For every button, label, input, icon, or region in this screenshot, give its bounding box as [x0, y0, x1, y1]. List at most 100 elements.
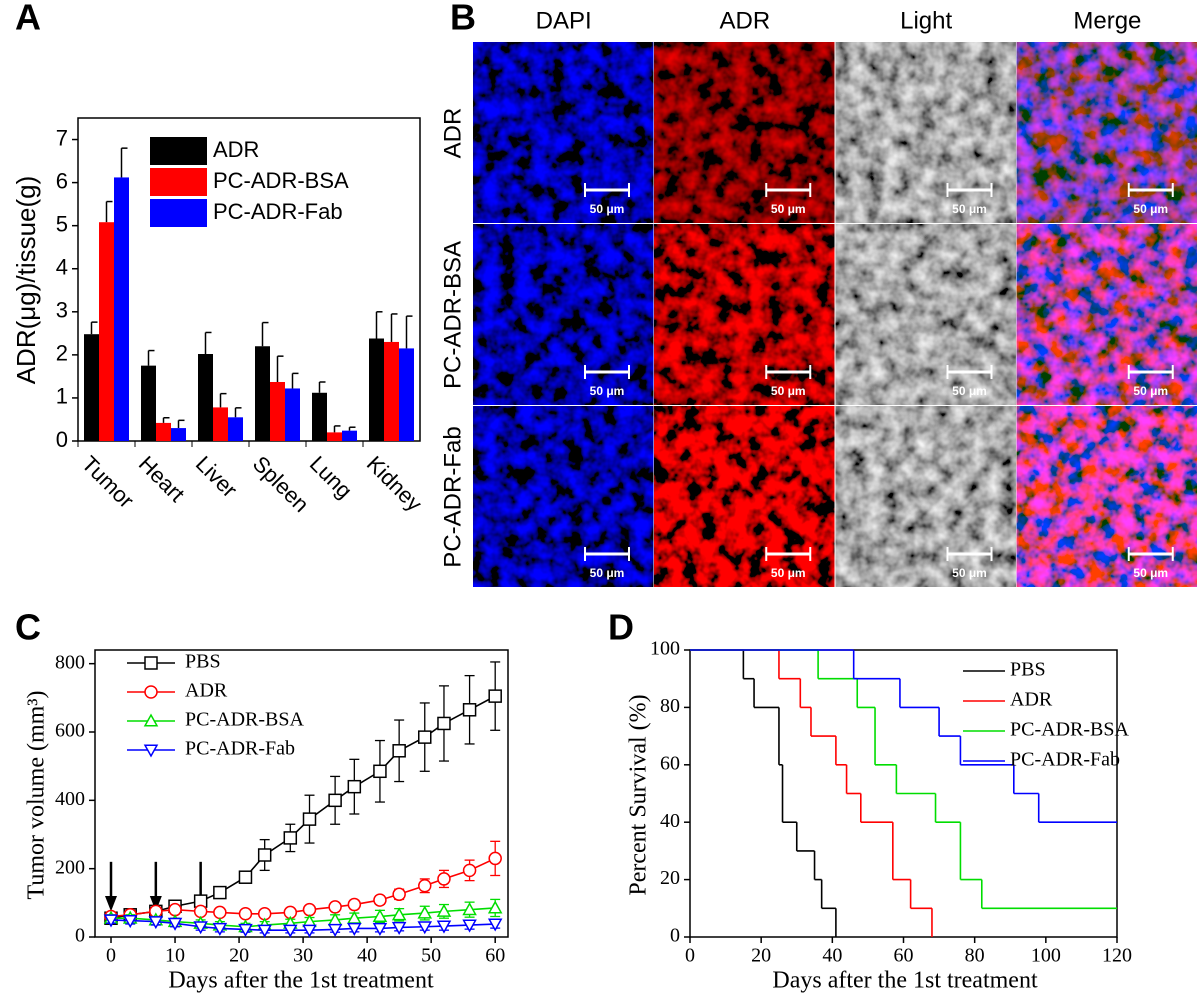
y-tick-label: 6: [56, 168, 68, 193]
marker: [328, 793, 342, 808]
micrograph: [473, 224, 654, 405]
bar: [198, 354, 213, 441]
column-label: DAPI: [536, 7, 592, 34]
x-tick-label: Spleen: [248, 451, 314, 517]
marker: [392, 887, 406, 902]
plot-frame: [94, 649, 509, 938]
bar: [312, 392, 327, 441]
bar: [114, 177, 129, 441]
marker: [193, 921, 208, 935]
bar: [84, 334, 99, 441]
marker: [462, 902, 477, 916]
marker: [372, 908, 388, 923]
y-tick-label: 4: [56, 255, 68, 280]
legend-label: ADR: [213, 137, 259, 162]
scale-bar-label: 50 μm: [771, 202, 806, 216]
x-tick-label: Lung: [305, 451, 357, 503]
x-tick-label: 40: [357, 945, 377, 967]
scale-bar-label: 50 μm: [1133, 566, 1168, 580]
scale-bar-label: 50 μm: [952, 566, 987, 580]
panel-letter: B: [450, 0, 476, 38]
marker: [144, 656, 158, 670]
y-tick-label: 40: [660, 810, 680, 832]
bar: [171, 428, 186, 441]
marker: [487, 900, 503, 914]
y-tick-label: 60: [660, 752, 680, 774]
marker: [238, 870, 253, 884]
micrograph: [1016, 406, 1197, 587]
column-label: ADR: [720, 7, 771, 34]
scale-bar-label: 50 μm: [1133, 384, 1168, 398]
marker: [347, 779, 362, 794]
marker: [122, 915, 138, 929]
micrograph: [835, 406, 1016, 587]
y-tick-label: 0: [75, 925, 85, 947]
micrograph: [1016, 224, 1197, 405]
marker: [302, 812, 317, 826]
legend-swatch: [150, 137, 207, 165]
y-tick-label: 100: [650, 638, 680, 660]
legend-swatch: [150, 199, 207, 227]
marker: [372, 922, 388, 937]
x-tick-label: 0: [106, 945, 116, 967]
micrograph: [835, 42, 1016, 223]
marker: [213, 885, 227, 900]
marker: [328, 900, 342, 914]
x-tick-label: Kidney: [362, 451, 427, 516]
x-tick-label: 60: [485, 945, 505, 967]
bar: [399, 348, 414, 441]
bar: [213, 407, 228, 441]
scale-bar-label: 50 μm: [590, 202, 625, 216]
legend-swatch: [150, 168, 207, 196]
marker: [488, 689, 502, 703]
bar: [285, 388, 300, 441]
panel-letter: D: [608, 607, 634, 648]
y-tick-label: 600: [55, 720, 85, 742]
x-tick-label: 30: [293, 945, 313, 967]
marker: [257, 924, 272, 938]
x-tick-label: 0: [685, 945, 695, 967]
bar: [255, 346, 270, 441]
scale-bar-label: 50 μm: [590, 384, 625, 398]
y-tick-label: 5: [56, 211, 68, 236]
x-tick-label: Tumor: [77, 451, 139, 513]
legend-label: PC-ADR-BSA: [185, 709, 304, 731]
scale-bar-label: 50 μm: [1133, 202, 1168, 216]
column-label: Light: [900, 7, 952, 34]
marker: [391, 921, 407, 935]
marker: [462, 863, 477, 878]
micrograph: [1016, 42, 1197, 223]
marker: [167, 917, 183, 931]
micrograph: [473, 406, 654, 587]
row-label: PC-ADR-Fab: [439, 426, 466, 567]
marker: [302, 924, 317, 938]
scale-bar-label: 50 μm: [771, 566, 806, 580]
marker: [283, 924, 298, 938]
x-tick-label: Heart: [134, 451, 190, 507]
marker: [283, 831, 298, 845]
plot-frame: [77, 117, 421, 442]
x-tick-label: 20: [751, 945, 771, 967]
marker: [462, 919, 477, 933]
bar: [342, 430, 357, 441]
bar: [141, 365, 156, 441]
scale-bar-label: 50 μm: [952, 202, 987, 216]
x-tick-label: 20: [229, 945, 249, 967]
scale-bar-label: 50 μm: [952, 384, 987, 398]
marker: [143, 744, 159, 758]
panel-letter: C: [15, 607, 41, 648]
marker: [373, 893, 387, 907]
marker: [437, 716, 451, 731]
marker: [437, 872, 451, 886]
scale-bar-label: 50 μm: [771, 384, 806, 398]
y-tick-label: 2: [56, 341, 68, 366]
x-tick-label: 120: [1102, 945, 1132, 967]
panel-letter: A: [15, 0, 41, 38]
legend-label: PBS: [1010, 659, 1046, 681]
marker: [257, 848, 272, 862]
micrograph: [654, 406, 835, 587]
micrograph: [473, 42, 654, 223]
marker: [302, 902, 317, 917]
y-tick-label: 0: [670, 925, 680, 947]
